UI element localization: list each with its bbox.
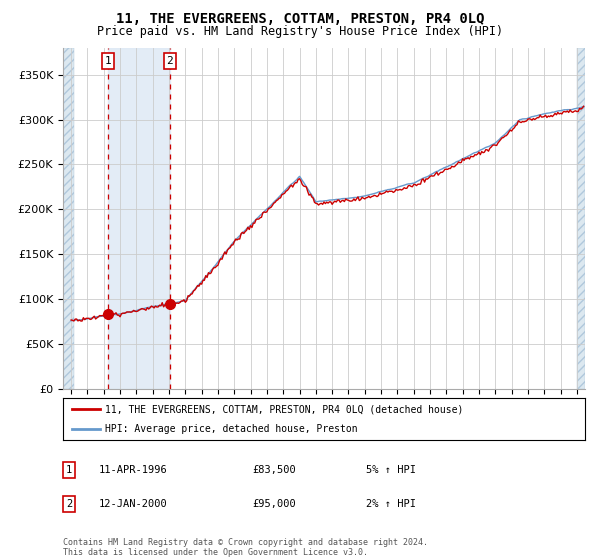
Bar [577, 48, 585, 389]
Text: 1: 1 [66, 465, 72, 475]
Text: 11-APR-1996: 11-APR-1996 [99, 465, 168, 475]
Text: 11, THE EVERGREENS, COTTAM, PRESTON, PR4 0LQ (detached house): 11, THE EVERGREENS, COTTAM, PRESTON, PR4… [105, 404, 463, 414]
Bar [577, 48, 585, 389]
Bar [63, 48, 74, 389]
Text: 2: 2 [66, 499, 72, 509]
Text: 11, THE EVERGREENS, COTTAM, PRESTON, PR4 0LQ: 11, THE EVERGREENS, COTTAM, PRESTON, PR4… [116, 12, 484, 26]
Text: Contains HM Land Registry data © Crown copyright and database right 2024.
This d: Contains HM Land Registry data © Crown c… [63, 538, 428, 557]
Bar [108, 48, 170, 389]
Text: 1: 1 [105, 56, 112, 66]
Text: £83,500: £83,500 [252, 465, 296, 475]
Text: 5% ↑ HPI: 5% ↑ HPI [366, 465, 416, 475]
Text: HPI: Average price, detached house, Preston: HPI: Average price, detached house, Pres… [105, 424, 358, 434]
Text: 2% ↑ HPI: 2% ↑ HPI [366, 499, 416, 509]
Text: £95,000: £95,000 [252, 499, 296, 509]
Bar [63, 48, 74, 389]
Text: 2: 2 [166, 56, 173, 66]
Text: Price paid vs. HM Land Registry's House Price Index (HPI): Price paid vs. HM Land Registry's House … [97, 25, 503, 38]
Text: 12-JAN-2000: 12-JAN-2000 [99, 499, 168, 509]
